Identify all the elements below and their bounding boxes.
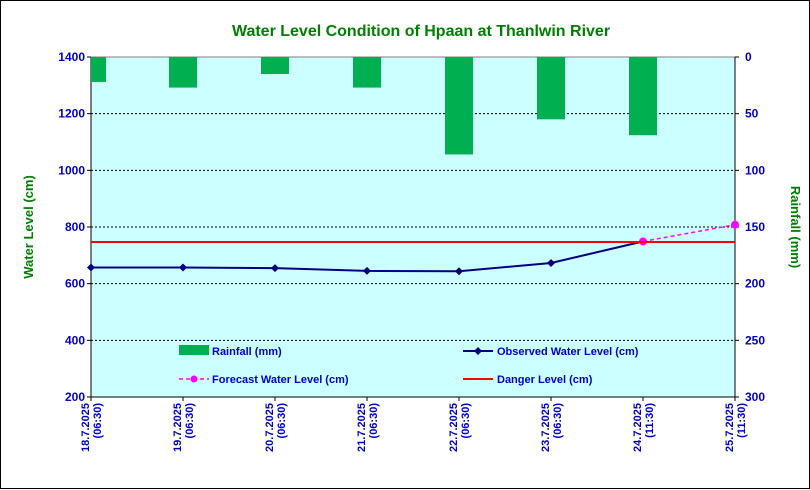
legend-observed-label: Observed Water Level (cm) <box>497 346 639 358</box>
y-tick-label: 1400 <box>58 50 85 64</box>
x-tick-label: 22.7.2025 <box>448 403 460 452</box>
observed-point <box>87 263 95 272</box>
y2-tick-label: 150 <box>745 220 765 234</box>
observed-point <box>271 264 279 273</box>
x-tick-time-label: (11:30) <box>644 403 656 438</box>
x-tick-time-label: (06:30) <box>184 403 196 439</box>
y2-tick-label: 0 <box>745 50 752 64</box>
y2-tick-label: 250 <box>745 333 765 347</box>
y2-tick-label: 100 <box>745 163 765 177</box>
y-tick-label: 600 <box>65 277 85 291</box>
y2-axis-title: Rainfall (mm) <box>788 186 803 268</box>
y2-tick-label: 50 <box>745 107 759 121</box>
legend-rainfall-label: Rainfall (mm) <box>212 346 282 358</box>
x-tick-label: 18.7.2025 <box>80 403 92 452</box>
chart-title: Water Level Condition of Hpaan at Thanlw… <box>232 23 610 40</box>
y2-tick-label: 200 <box>745 277 765 291</box>
y-tick-label: 200 <box>65 390 85 404</box>
y-tick-label: 1200 <box>58 107 85 121</box>
rainfall-bar <box>169 57 197 88</box>
y-axis-title: Water Level (cm) <box>21 175 36 279</box>
x-tick-time-label: (06:30) <box>460 403 472 439</box>
y-tick-label: 400 <box>65 333 85 347</box>
plot-area: 200 400 600 800 1000 1200 1400 0 50 100 150 200 250 3… <box>58 50 765 452</box>
x-tick-time-label: (06:30) <box>368 403 380 439</box>
x-tick-time-label: (06:30) <box>92 403 104 439</box>
x-tick-label: 24.7.2025 <box>632 403 644 452</box>
y2-tick-label: 300 <box>745 390 765 404</box>
rainfall-bar <box>629 57 657 136</box>
x-tick-label: 19.7.2025 <box>172 403 184 452</box>
rainfall-bar <box>445 57 473 155</box>
y-tick-label: 1000 <box>58 163 85 177</box>
observed-point <box>547 258 555 267</box>
rainfall-bar <box>91 57 106 82</box>
legend-danger-label: Danger Level (cm) <box>497 374 593 386</box>
rainfall-bar <box>537 57 565 120</box>
x-tick-time-label: (06:30) <box>276 403 288 439</box>
observed-point <box>363 266 371 275</box>
observed-point <box>455 267 463 276</box>
x-tick-label: 23.7.2025 <box>540 403 552 452</box>
legend-rainfall-swatch <box>179 345 209 355</box>
x-tick-label: 25.7.2025 <box>724 403 736 452</box>
x-tick-time-label: (06:30) <box>552 403 564 439</box>
x-tick-label: 20.7.2025 <box>264 403 276 452</box>
legend-observed-marker <box>474 347 482 355</box>
legend-forecast-marker <box>190 375 198 383</box>
x-tick-label: 21.7.2025 <box>356 403 368 452</box>
forecast-water-level-line <box>642 223 736 243</box>
y-tick-label: 800 <box>65 220 85 234</box>
forecast-point <box>731 220 739 229</box>
legend-forecast-label: Forecast Water Level (cm) <box>212 374 349 386</box>
legend: Rainfall (mm) Observed Water Level (cm) … <box>179 345 639 386</box>
observed-point <box>179 263 187 272</box>
x-tick-time-label: (11:30) <box>736 403 748 438</box>
rainfall-bar <box>353 57 381 88</box>
rainfall-bar <box>261 57 289 74</box>
